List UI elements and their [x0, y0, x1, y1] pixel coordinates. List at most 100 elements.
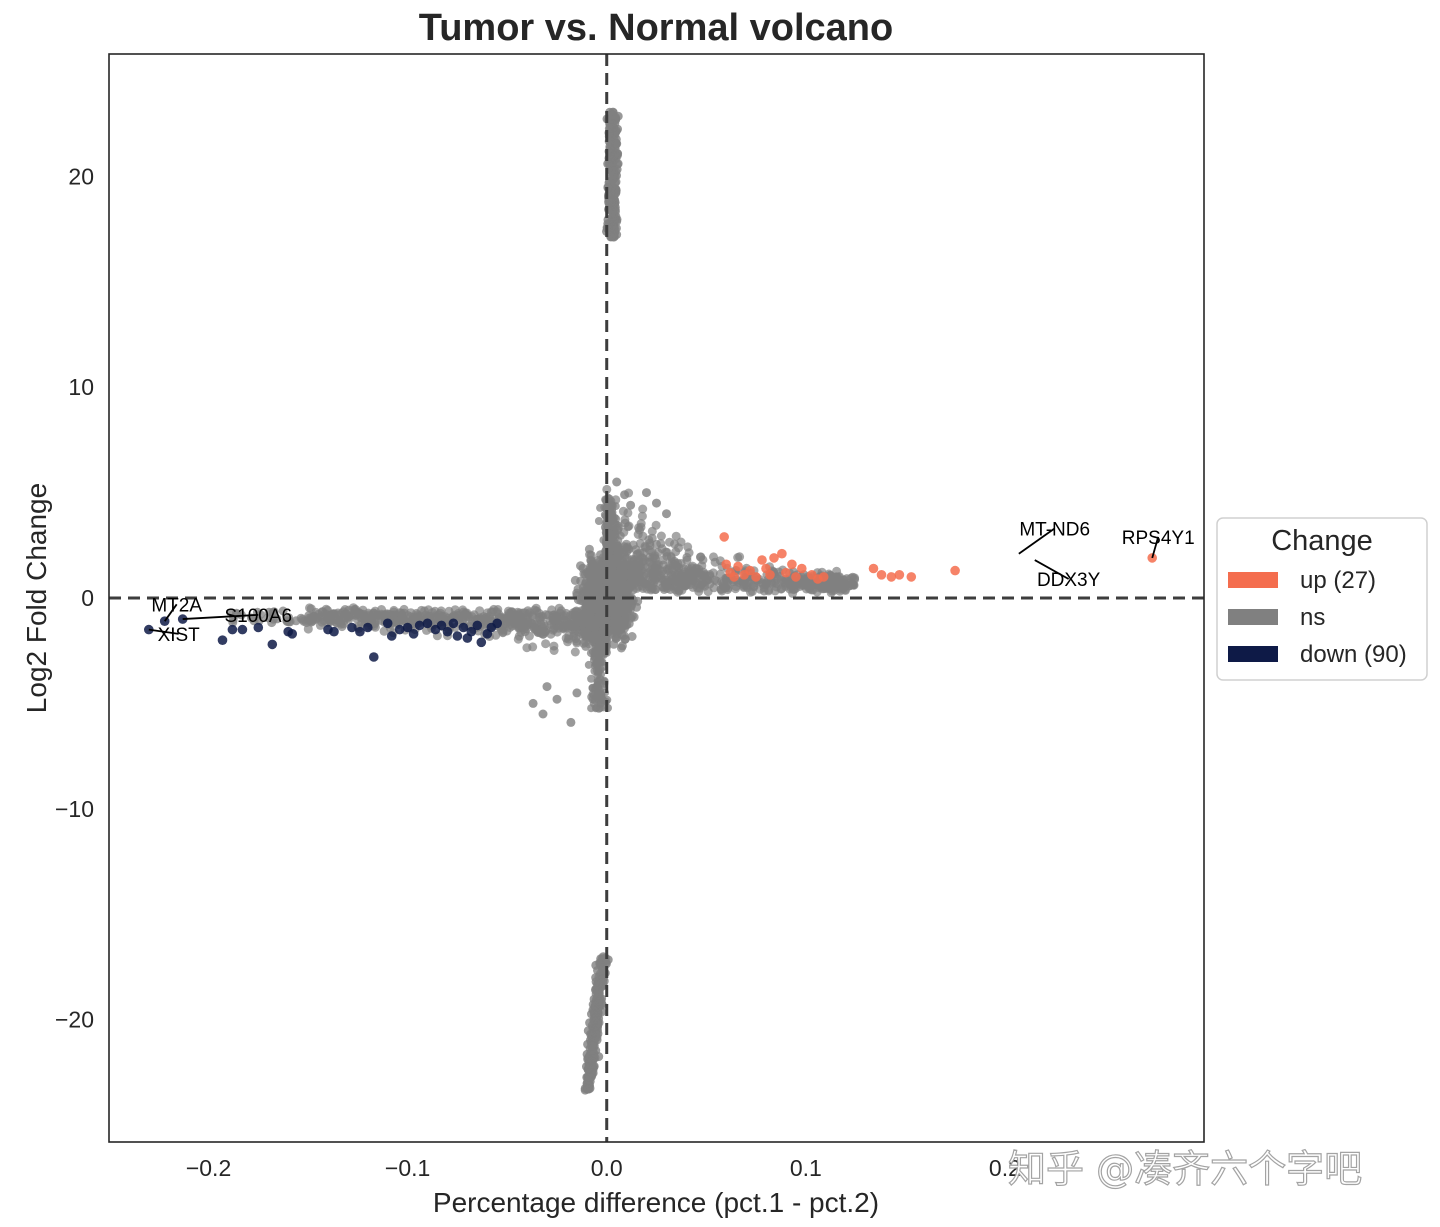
up-point — [787, 559, 797, 570]
annotation-leader — [164, 603, 178, 622]
ns-point — [460, 609, 470, 619]
ns-point — [398, 613, 408, 623]
up-point — [777, 548, 787, 559]
down-point — [436, 620, 447, 631]
ns-point — [605, 541, 615, 551]
annotation-leader — [1151, 536, 1160, 559]
ns-point — [697, 561, 707, 571]
y-tick-label: −20 — [55, 1007, 94, 1033]
significant-points — [144, 532, 1157, 662]
down-point — [267, 639, 278, 650]
ns-point — [592, 648, 601, 658]
ns-point-cloud — [226, 107, 860, 1095]
legend: Change up (27) ns down (90) — [1216, 517, 1428, 681]
up-point — [868, 563, 879, 574]
ns-point — [339, 613, 349, 623]
ns-point — [634, 561, 644, 571]
up-point — [719, 532, 729, 542]
up-point — [791, 572, 801, 582]
ns-point — [739, 583, 749, 592]
ns-point — [450, 605, 460, 615]
annotation-leader — [182, 613, 259, 620]
x-axis-label: Percentage difference (pct.1 - pct.2) — [433, 1187, 879, 1218]
ns-point — [592, 1032, 602, 1042]
x-tick-label: 0.1 — [790, 1155, 822, 1181]
ns-point — [547, 605, 557, 615]
ns-point — [586, 614, 596, 624]
ns-point — [285, 617, 295, 627]
ns-point — [681, 578, 691, 588]
ns-point — [549, 641, 559, 651]
watermark: 知乎 @凑齐六个字吧 — [1008, 1147, 1362, 1191]
legend-swatch — [1228, 609, 1278, 625]
legend-box — [1216, 517, 1428, 681]
x-tick-label: 0.0 — [591, 1155, 623, 1181]
ns-point — [758, 580, 768, 589]
ns-point — [566, 621, 576, 631]
ns-point — [609, 639, 619, 649]
ns-point — [617, 564, 627, 573]
ns-point — [267, 618, 277, 628]
ns-point — [596, 699, 605, 708]
ns-point — [513, 634, 523, 644]
ns-point — [597, 689, 606, 698]
ns-point — [522, 613, 532, 623]
ns-point — [515, 615, 525, 624]
ns-point — [593, 988, 603, 998]
ns-point — [602, 484, 612, 494]
ns-point — [552, 694, 562, 704]
ns-point — [607, 119, 617, 129]
ns-point — [594, 585, 604, 595]
down-point — [237, 624, 248, 635]
ns-point — [717, 586, 727, 596]
down-point — [448, 618, 459, 629]
ns-point — [662, 581, 672, 591]
ns-point — [733, 553, 743, 562]
gene-label: MT2A — [151, 595, 202, 616]
ns-point — [665, 537, 674, 547]
ns-point — [627, 632, 637, 641]
legend-swatch — [1228, 646, 1278, 662]
ns-point — [435, 608, 445, 618]
ns-point — [624, 521, 634, 531]
ns-point — [609, 581, 619, 591]
ns-point — [610, 144, 620, 154]
ns-point — [647, 533, 657, 543]
y-tick-label: −10 — [55, 796, 94, 822]
ns-point — [610, 178, 620, 188]
up-point — [886, 572, 897, 582]
down-point — [422, 618, 433, 629]
ns-point — [370, 618, 380, 628]
gene-label: RPS4Y1 — [1122, 528, 1195, 549]
ns-point — [825, 582, 835, 592]
ns-point — [612, 629, 622, 639]
ns-point — [624, 580, 634, 590]
ns-point — [587, 1045, 597, 1055]
ns-point — [570, 647, 580, 657]
ns-point — [594, 666, 603, 675]
ns-point — [638, 504, 648, 514]
ns-point — [789, 585, 798, 595]
ns-point — [420, 606, 429, 616]
ns-point — [611, 495, 621, 505]
down-point — [442, 626, 453, 637]
ns-point — [406, 608, 416, 618]
ns-point — [542, 682, 552, 692]
ns-point — [642, 488, 651, 498]
up-point — [751, 572, 761, 582]
ns-point — [658, 566, 667, 576]
ns-point — [332, 615, 342, 625]
ns-point — [566, 717, 576, 727]
up-point — [765, 570, 775, 580]
up-point — [721, 559, 731, 570]
gene-annotations: MT2A XIST S100A6 MT-ND6 DDX3Y RPS4Y1 — [148, 519, 1195, 646]
ns-point — [642, 584, 652, 594]
y-tick-label: 0 — [81, 585, 94, 611]
legend-entry: up (27) — [1300, 567, 1376, 594]
ns-point — [715, 569, 725, 579]
y-axis-label: Log2 Fold Change — [21, 483, 52, 713]
down-point — [363, 622, 373, 633]
up-point — [745, 565, 755, 576]
up-point — [757, 555, 767, 565]
ns-point — [585, 631, 594, 641]
